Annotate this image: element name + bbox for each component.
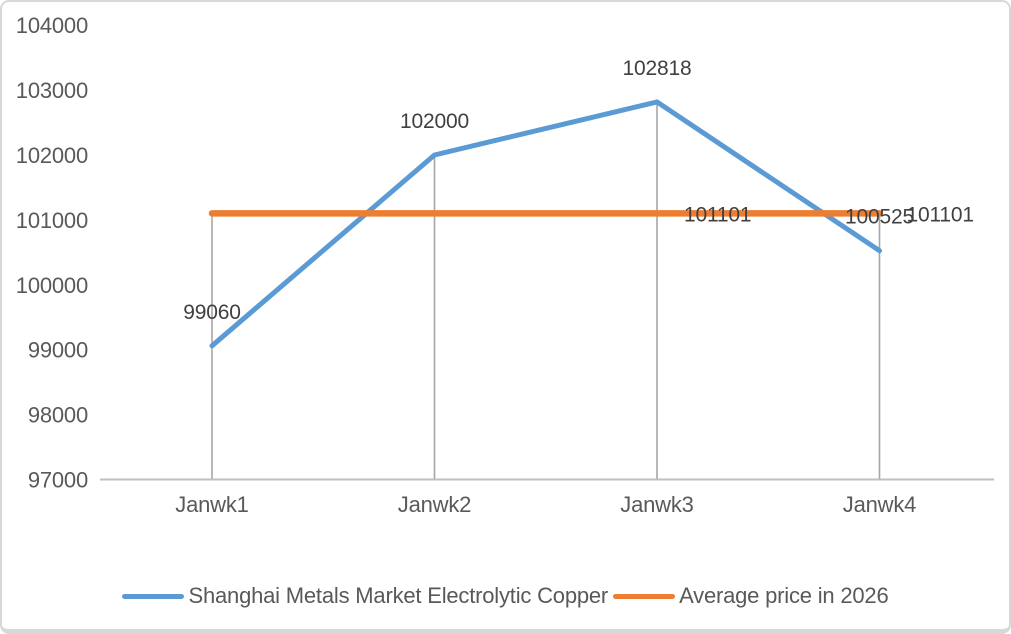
y-tick-label-101000: 101000 — [16, 208, 88, 233]
copper-legend-label: Shanghai Metals Market Electrolytic Copp… — [188, 583, 609, 608]
y-tick-label-100000: 100000 — [16, 273, 88, 298]
chart-legend: Shanghai Metals Market Electrolytic Copp… — [2, 583, 1009, 609]
y-tick-label-98000: 98000 — [28, 403, 88, 428]
average-legend-label: Average price in 2026 — [679, 583, 889, 608]
average-line-swatch — [613, 593, 676, 599]
data-label-copper-janwk4: 100525 — [845, 206, 914, 229]
legend-item-average[interactable]: Average price in 2026 — [613, 583, 889, 609]
data-label-average-janwk3: 101101 — [684, 203, 751, 226]
series-line-copper[interactable] — [209, 99, 882, 349]
x-category-label-janwk3: Janwk3 — [620, 492, 693, 517]
y-tick-label-103000: 103000 — [16, 78, 88, 103]
y-tick-label-99000: 99000 — [28, 338, 88, 363]
x-category-label-janwk2: Janwk2 — [398, 492, 471, 517]
data-label-copper-janwk1: 99060 — [183, 301, 240, 324]
y-tick-label-104000: 104000 — [16, 13, 88, 38]
data-label-copper-janwk3: 102818 — [623, 57, 692, 80]
x-category-label-janwk1: Janwk1 — [175, 492, 248, 517]
data-label-copper-janwk2: 102000 — [400, 110, 469, 133]
legend-item-copper[interactable]: Shanghai Metals Market Electrolytic Copp… — [122, 583, 608, 609]
copper-line-swatch — [122, 593, 185, 599]
x-category-label-janwk4: Janwk4 — [843, 492, 916, 517]
y-tick-label-97000: 97000 — [28, 468, 88, 493]
data-label-average-janwk4: 101101 — [907, 203, 974, 226]
y-tick-label-102000: 102000 — [16, 143, 88, 168]
